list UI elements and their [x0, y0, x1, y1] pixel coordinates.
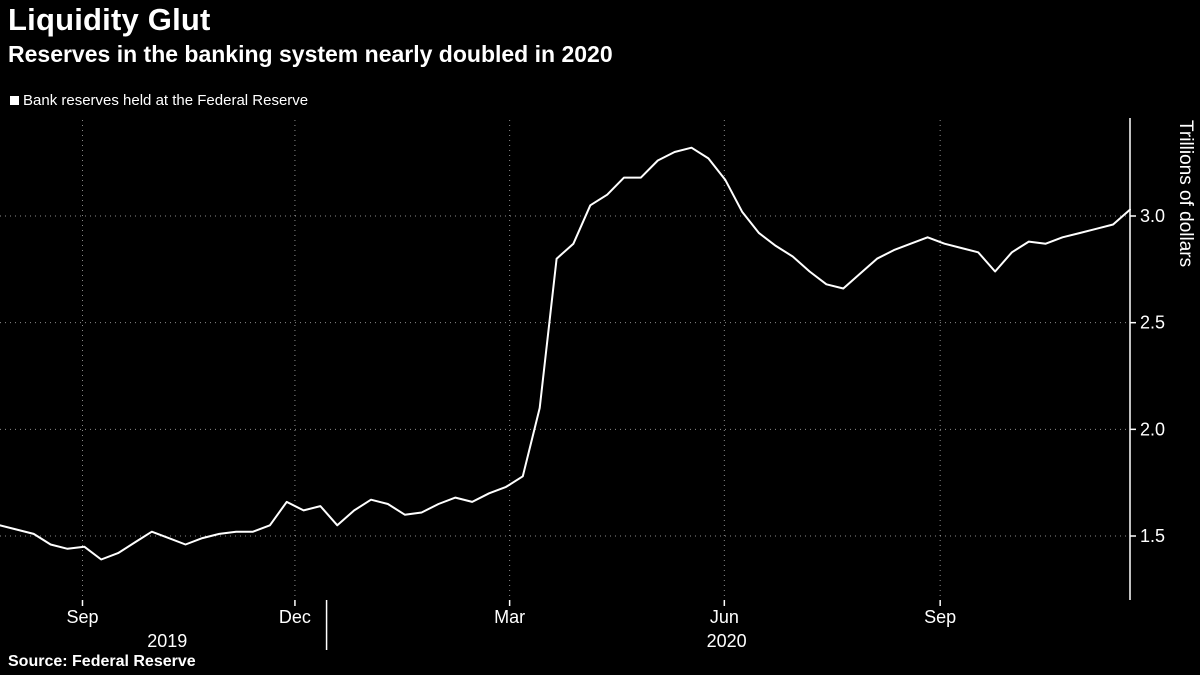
series-line: [0, 146, 1131, 561]
source-note: Source: Federal Reserve: [8, 653, 196, 670]
x-tick-label: Dec: [279, 607, 311, 627]
y-tick-label: 1.5: [1140, 526, 1165, 546]
legend: Bank reserves held at the Federal Reserv…: [10, 92, 308, 109]
y-tick-label: 2.0: [1140, 419, 1165, 439]
y-axis-title: Trillions of dollars: [1175, 120, 1196, 268]
chart-subtitle: Reserves in the banking system nearly do…: [8, 40, 613, 67]
x-tick-label: Mar: [494, 607, 525, 627]
chart-header: Liquidity Glut Reserves in the banking s…: [8, 2, 613, 67]
legend-marker-icon: [10, 96, 19, 105]
chart-title: Liquidity Glut: [8, 2, 211, 37]
x-tick-label: Jun: [710, 607, 739, 627]
year-label: 2020: [707, 631, 747, 651]
year-label: 2019: [147, 631, 187, 651]
x-tick-label: Sep: [924, 607, 956, 627]
legend-label: Bank reserves held at the Federal Reserv…: [23, 92, 309, 109]
y-tick-label: 3.0: [1140, 206, 1165, 226]
x-tick-label: Sep: [66, 607, 98, 627]
y-tick-label: 2.5: [1140, 313, 1165, 333]
